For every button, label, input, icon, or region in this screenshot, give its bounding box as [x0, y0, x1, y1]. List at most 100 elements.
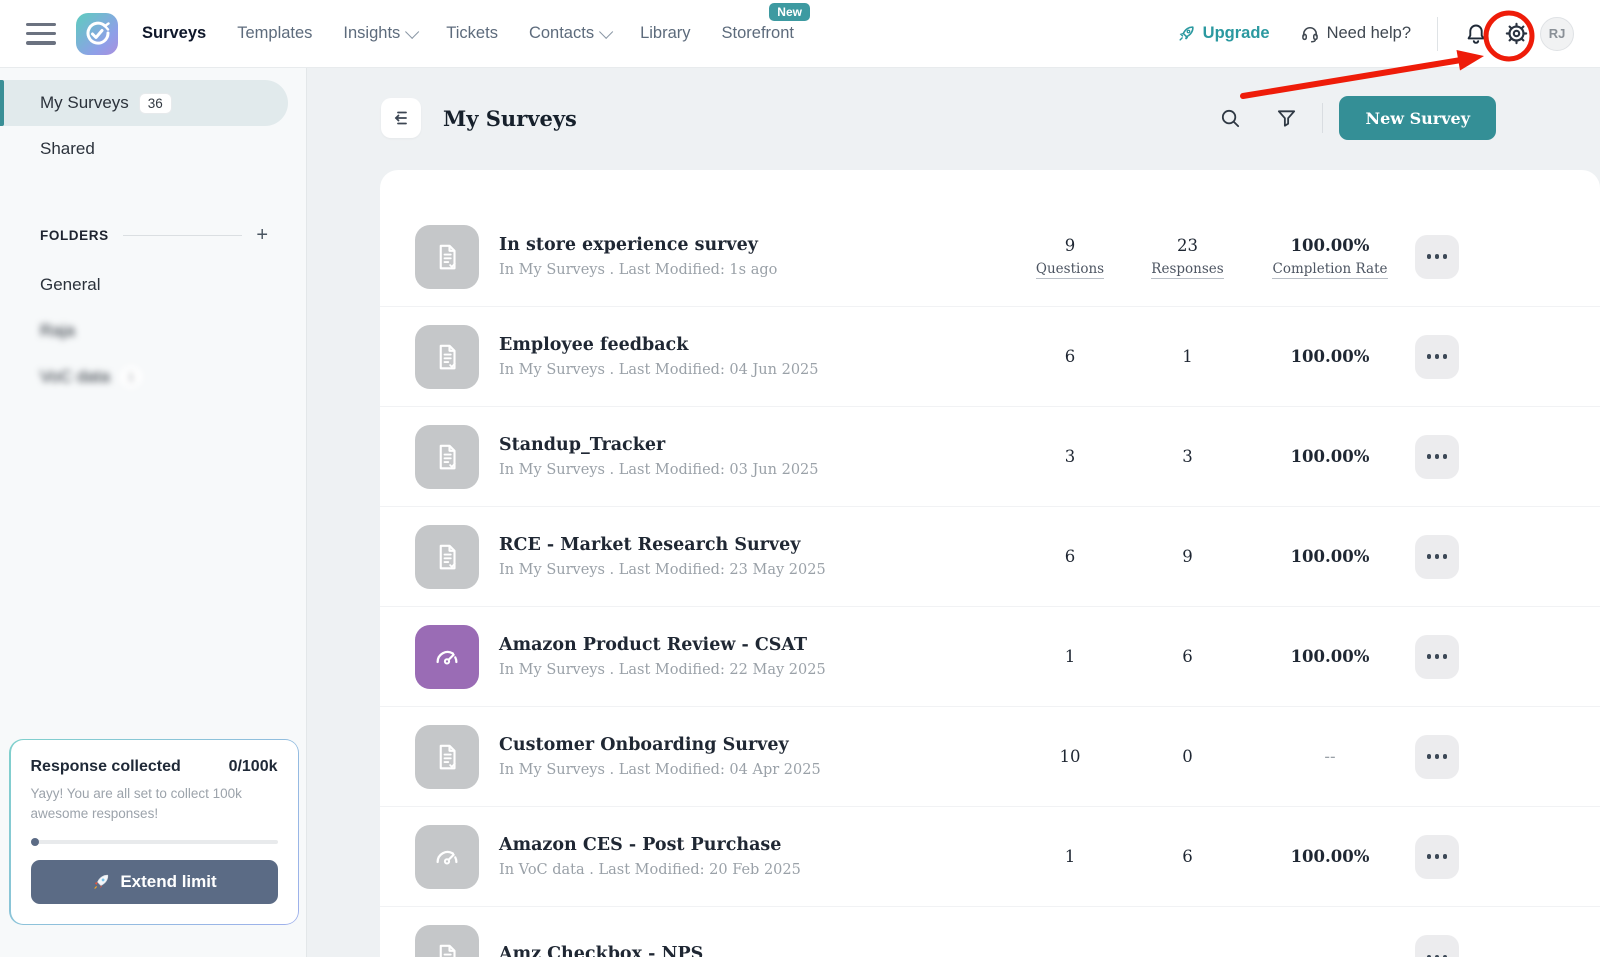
questions-stat: 6 Questions — [1064, 347, 1076, 366]
hamburger-menu-icon[interactable] — [26, 22, 56, 45]
questions-stat: 1 Questions — [1064, 647, 1076, 666]
filter-button[interactable] — [1266, 98, 1306, 138]
nav-item-library[interactable]: Library — [640, 24, 691, 42]
add-folder-button[interactable]: + — [256, 224, 268, 246]
survey-row: Amazon Product Review - CSAT In My Surve… — [380, 607, 1600, 707]
logo-check-icon — [86, 21, 110, 45]
filter-funnel-icon — [1277, 109, 1296, 127]
survey-type-icon — [415, 624, 479, 689]
settings-gear-button[interactable] — [1498, 16, 1534, 52]
responses-stat: 9 Responses — [1182, 547, 1193, 566]
responses-stat: 6 Responses — [1182, 647, 1193, 666]
row-more-button[interactable] — [1415, 935, 1459, 957]
survey-title[interactable]: Amazon Product Review - CSAT — [499, 635, 808, 655]
survey-count-badge: 36 — [138, 92, 172, 114]
row-more-button[interactable] — [1415, 534, 1459, 579]
divider — [122, 234, 243, 236]
chevron-down-icon — [599, 24, 614, 39]
user-avatar[interactable]: RJ — [1540, 16, 1574, 51]
row-more-button[interactable] — [1415, 734, 1459, 779]
survey-title[interactable]: RCE - Market Research Survey — [499, 535, 801, 555]
survey-title[interactable]: Employee feedback — [499, 335, 689, 355]
survey-row: RCE - Market Research Survey In My Surve… — [380, 507, 1600, 607]
survey-row: Amazon CES - Post Purchase In VoC data .… — [380, 807, 1600, 907]
row-more-button[interactable] — [1415, 334, 1459, 379]
document-check-icon — [439, 744, 456, 769]
sidebar-item-my-surveys[interactable]: My Surveys 36 — [0, 80, 288, 126]
survey-title[interactable]: In store experience survey — [499, 235, 758, 255]
responses-stat: 6 Responses — [1182, 847, 1193, 866]
completion-stat: 100.00% Completion Rate — [1290, 647, 1370, 666]
headset-icon — [1301, 26, 1318, 42]
survey-type-icon — [415, 324, 479, 389]
document-check-icon — [439, 544, 456, 569]
folder-item-general[interactable]: General — [40, 275, 101, 294]
gear-icon — [1505, 22, 1527, 45]
folder-count-badge: 1 — [119, 366, 142, 388]
questions-stat: 1 Questions — [1064, 847, 1076, 866]
survey-list: In store experience survey In My Surveys… — [380, 170, 1600, 957]
usage-title: Response collected — [30, 758, 181, 776]
completion-stat: 100.00% Completion Rate — [1290, 347, 1370, 366]
usage-count: 0/100k — [228, 758, 278, 776]
document-check-icon — [439, 344, 456, 369]
document-check-icon — [439, 244, 456, 269]
row-more-button[interactable] — [1415, 834, 1459, 879]
folder-item-raja[interactable]: Raja — [40, 321, 75, 340]
completion-stat: 100.00% Completion Rate — [1245, 236, 1415, 279]
survey-type-icon — [415, 224, 479, 289]
response-usage-card: Response collected 0/100k Yayy! You are … — [9, 738, 299, 925]
completion-stat: -- Completion Rate — [1324, 747, 1336, 766]
extend-limit-button[interactable]: Extend limit — [30, 859, 278, 904]
nav-item-storefront[interactable]: Storefront New — [722, 3, 810, 43]
upgrade-button[interactable]: Upgrade — [1177, 24, 1270, 43]
search-icon — [1221, 109, 1240, 127]
divider — [1437, 16, 1438, 51]
need-help-button[interactable]: Need help? — [1300, 24, 1411, 44]
survey-type-icon — [415, 424, 479, 489]
collapse-sidebar-button[interactable] — [381, 98, 421, 138]
survey-row: Standup_Tracker In My Surveys . Last Mod… — [380, 407, 1600, 507]
nav-item-insights[interactable]: Insights — [343, 24, 420, 43]
divider — [1322, 103, 1324, 133]
folder-item-voc-data[interactable]: VoC data 1 — [0, 354, 306, 400]
top-navbar: Surveys Templates Insights Tickets Conta… — [0, 0, 1600, 68]
gauge-icon — [436, 850, 458, 865]
bell-icon — [1467, 24, 1485, 44]
search-button[interactable] — [1210, 98, 1250, 138]
survey-title[interactable]: Customer Onboarding Survey — [499, 735, 789, 755]
nav-item-surveys[interactable]: Surveys — [142, 24, 207, 42]
nav-item-contacts[interactable]: Contacts — [529, 24, 614, 43]
survey-title[interactable]: Amz Checkbox - NPS — [499, 943, 704, 957]
usage-progress-bar — [30, 837, 278, 846]
completion-stat: 100.00% Completion Rate — [1290, 447, 1370, 466]
survey-meta: In My Surveys . Last Modified: 04 Apr 20… — [499, 762, 821, 778]
sidebar: My Surveys 36 Shared FOLDERS + General R… — [0, 68, 307, 957]
responses-stat: 3 Responses — [1182, 447, 1193, 466]
survey-meta: In My Surveys . Last Modified: 04 Jun 20… — [499, 362, 819, 378]
row-more-button[interactable] — [1415, 234, 1459, 279]
responses-stat: 1 Responses — [1182, 347, 1193, 366]
new-survey-button[interactable]: New Survey — [1339, 96, 1496, 140]
survey-type-icon — [415, 824, 479, 889]
nav-item-templates[interactable]: Templates — [237, 24, 313, 42]
chevron-down-icon — [405, 24, 420, 39]
app-logo[interactable] — [76, 12, 118, 55]
notifications-bell-button[interactable] — [1458, 16, 1494, 52]
rocket-icon — [1179, 26, 1194, 41]
row-more-button[interactable] — [1415, 634, 1459, 679]
completion-stat: 100.00% Completion Rate — [1290, 847, 1370, 866]
responses-stat: 23 Responses — [1130, 236, 1245, 279]
survey-title[interactable]: Standup_Tracker — [499, 435, 666, 455]
questions-stat: 3 Questions — [1064, 447, 1076, 466]
survey-meta: In My Surveys . Last Modified: 03 Jun 20… — [499, 462, 819, 478]
survey-meta: In My Surveys . Last Modified: 1s ago — [499, 262, 778, 278]
responses-stat: 0 Responses — [1182, 747, 1193, 766]
row-more-button[interactable] — [1415, 434, 1459, 479]
questions-stat: 6 Questions — [1064, 547, 1076, 566]
nav-item-tickets[interactable]: Tickets — [446, 24, 498, 42]
completion-stat: 100.00% Completion Rate — [1290, 547, 1370, 566]
collapse-list-icon — [394, 111, 407, 125]
survey-title[interactable]: Amazon CES - Post Purchase — [499, 835, 782, 855]
sidebar-item-shared[interactable]: Shared — [40, 139, 95, 158]
